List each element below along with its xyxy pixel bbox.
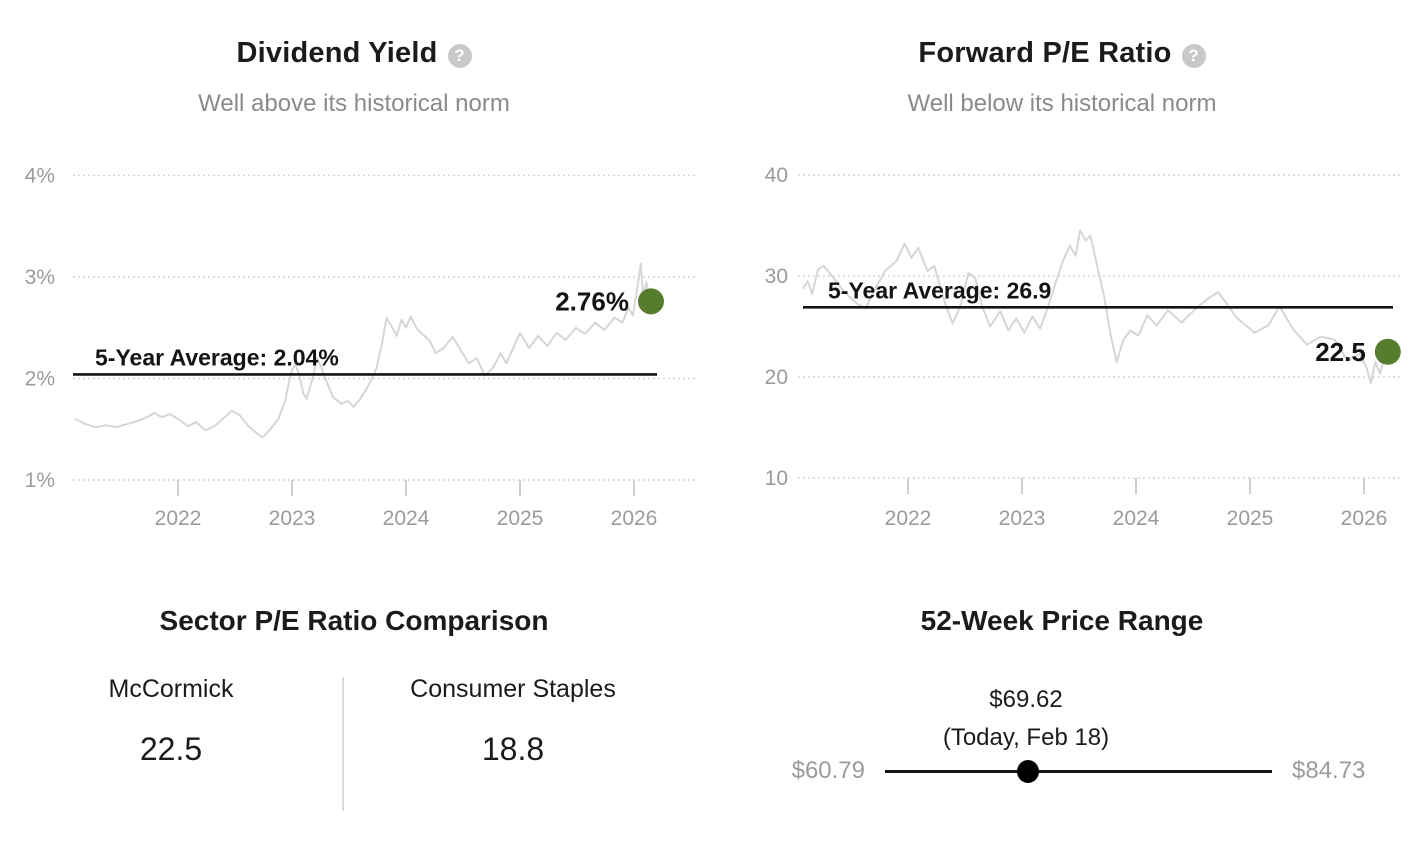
y-axis-tick-label: 40	[765, 164, 788, 187]
comparison-item-consumer-staples: Consumer Staples 18.8	[342, 674, 684, 768]
current-price: $69.62	[989, 686, 1063, 713]
current-value-label: 2.76%	[555, 286, 629, 316]
dividend-yield-chart-canvas[interactable]: 4% 3% 2% 1% 2022 2023 2024 2025 2026 5-Year Avera…	[0, 133, 708, 541]
current-value-dot	[637, 288, 664, 315]
x-axis-tick-label: 2024	[1113, 507, 1160, 530]
current-price-block: $69.62 (Today, Feb 18)	[916, 681, 1136, 757]
y-axis-tick-label: 3%	[25, 266, 55, 289]
slider-handle-dot[interactable]	[1016, 760, 1039, 783]
forward-pe-header: Forward P/E Ratio? Well below its histor…	[708, 0, 1416, 121]
forward-pe-title: Forward P/E Ratio	[918, 37, 1172, 69]
x-axis-tick-label: 2023	[999, 507, 1046, 530]
sector-comparison-panel: Sector P/E Ratio Comparison McCormick 22…	[0, 550, 708, 850]
forward-pe-panel: Forward P/E Ratio? Well below its histor…	[708, 0, 1416, 550]
sector-comparison-title: Sector P/E Ratio Comparison	[159, 605, 549, 636]
x-axis-tick-label: 2025	[497, 507, 544, 530]
current-value-label: 22.5	[1315, 337, 1366, 367]
dividend-yield-panel: Dividend Yield? Well above its historica…	[0, 0, 708, 550]
x-axis-tick-label: 2025	[1227, 507, 1274, 530]
forward-pe-chart-canvas[interactable]: 40 30 20 10 2022 2023 2024 2025 2026 5-Year Avera…	[708, 133, 1416, 541]
x-axis-tick-label: 2022	[155, 507, 202, 530]
sector-comparison-row: McCormick 22.5 Consumer Staples 18.8	[0, 674, 708, 768]
average-line-label: 5-Year Average: 2.04%	[95, 344, 339, 370]
question-mark-icon[interactable]: ?	[1181, 43, 1206, 68]
x-axis-tick-label: 2026	[611, 507, 658, 530]
range-high-label: $84.73	[1292, 757, 1366, 784]
comparison-label: Consumer Staples	[410, 675, 616, 703]
comparison-value: 22.5	[139, 731, 203, 767]
forward-pe-subtitle: Well below its historical norm	[907, 90, 1217, 117]
x-axis-tick-label: 2023	[269, 507, 316, 530]
series-line	[74, 262, 651, 439]
slider-track-line	[885, 770, 1272, 773]
dividend-yield-header: Dividend Yield? Well above its historica…	[0, 0, 708, 121]
series-line	[802, 229, 1388, 385]
current-price-note: (Today, Feb 18)	[942, 724, 1110, 751]
current-value-dot	[1374, 338, 1401, 365]
average-line-label: 5-Year Average: 26.9	[828, 277, 1051, 303]
y-axis-tick-label: 4%	[25, 165, 55, 188]
y-axis-tick-label: 20	[765, 366, 788, 389]
y-axis-tick-label: 2%	[25, 368, 55, 391]
comparison-label: McCormick	[108, 675, 234, 703]
price-range-title: 52-Week Price Range	[920, 605, 1204, 636]
vertical-divider	[342, 677, 344, 811]
comparison-item-mccormick: McCormick 22.5	[0, 674, 342, 768]
question-mark-icon[interactable]: ?	[447, 43, 472, 68]
comparison-value: 18.8	[481, 731, 545, 767]
y-axis-tick-label: 30	[765, 265, 788, 288]
price-slider-track[interactable]	[885, 758, 1272, 784]
x-axis-tick-label: 2024	[383, 507, 430, 530]
dividend-yield-title: Dividend Yield	[236, 37, 438, 69]
y-axis-tick-label: 1%	[25, 469, 55, 492]
dividend-yield-subtitle: Well above its historical norm	[198, 90, 510, 117]
x-axis-tick-label: 2022	[885, 507, 932, 530]
price-range-panel: 52-Week Price Range $69.62 (Today, Feb 1…	[708, 550, 1416, 850]
x-axis-tick-label: 2026	[1341, 507, 1388, 530]
y-axis-tick-label: 10	[765, 467, 788, 490]
price-range-slider: $60.79 $84.73	[755, 757, 1402, 785]
range-low-label: $60.79	[791, 757, 865, 784]
